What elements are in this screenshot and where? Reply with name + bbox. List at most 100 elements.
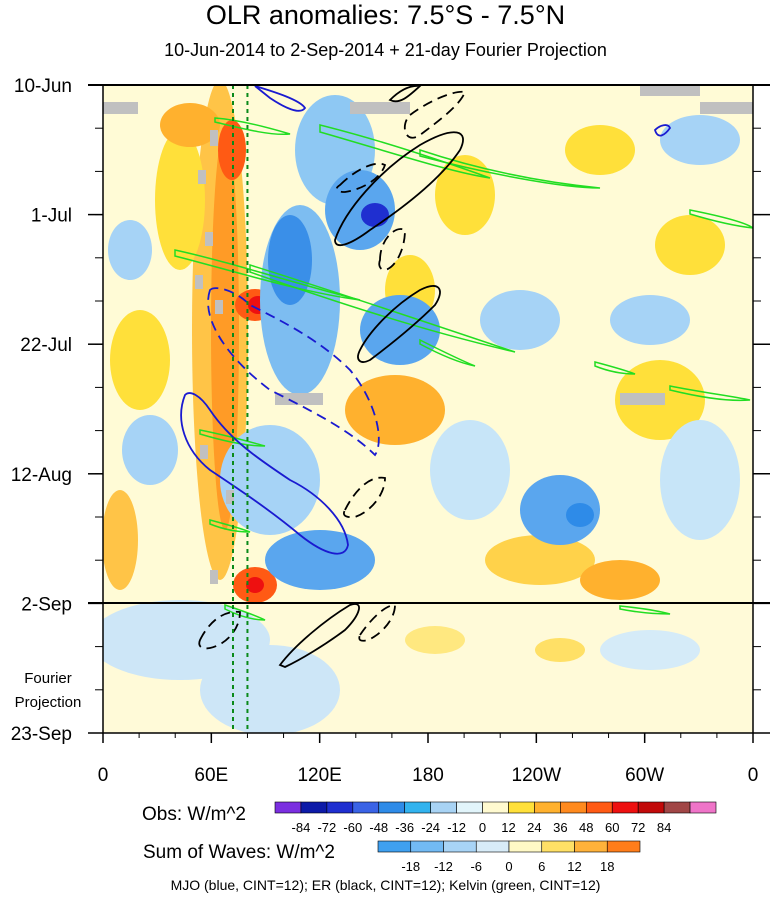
anomaly-patch (480, 290, 560, 350)
y-tick-label: 12-Aug (11, 465, 72, 486)
waves-colorbar-label: Sum of Waves: W/m^2 (143, 842, 335, 863)
obs-colorbar-swatch (534, 801, 561, 814)
y-tick-label: 1-Jul (31, 206, 72, 227)
anomaly-patch (246, 577, 264, 593)
anomaly-patch (325, 170, 395, 250)
er-negative-contours (198, 90, 467, 650)
plot-field (103, 85, 753, 733)
obs-colorbar-swatch (378, 801, 406, 814)
er-contour (198, 610, 241, 650)
obs-colorbar-swatch (560, 801, 587, 814)
anomaly-patch (122, 415, 178, 485)
reference-lines (232, 85, 249, 733)
missing-data-bar (620, 393, 665, 405)
projection-negative-area (200, 645, 340, 733)
er-contour (378, 228, 406, 271)
obs-colorbar-tick: -84 (292, 820, 311, 835)
obs-colorbar-tick: 72 (631, 820, 645, 835)
waves-colorbar: -18 -12 -6 0 6 12 18 (377, 840, 641, 874)
projection-label: Fourier (24, 670, 72, 687)
anomaly-patch (610, 295, 690, 345)
obs-colorbar-swatch (663, 801, 691, 814)
projection-negative-area (600, 630, 700, 670)
mjo-contour (180, 392, 349, 555)
obs-colorbar-swatch (637, 801, 665, 814)
obs-colorbar-swatch (352, 801, 380, 814)
x-tick-label: 60E (194, 765, 228, 786)
obs-colorbar-tick: -12 (447, 820, 466, 835)
waves-colorbar-swatch (377, 840, 412, 853)
obs-colorbar-swatch (300, 801, 328, 814)
missing-data-bar (200, 445, 208, 459)
er-contour (334, 131, 464, 247)
obs-colorbar-swatch (689, 801, 717, 814)
waves-colorbar-tick: -6 (470, 859, 482, 874)
anomaly-patch (660, 420, 740, 540)
missing-data (103, 86, 753, 584)
missing-data-bar (226, 490, 234, 504)
waves-colorbar-tick: 0 (505, 859, 512, 874)
kelvin-contour (214, 117, 291, 136)
waves-colorbar-swatch (475, 840, 510, 853)
obs-colorbar-swatch (274, 801, 302, 814)
missing-data-bar (195, 275, 203, 289)
obs-colorbar-swatch (585, 801, 613, 814)
x-tick-label: 60W (625, 765, 664, 786)
missing-data-bar (103, 102, 138, 114)
obs-colorbar-label: Obs: W/m^2 (142, 804, 246, 825)
er-contour (358, 604, 396, 642)
er-contour (343, 476, 386, 519)
obs-colorbar-tick: 12 (501, 820, 515, 835)
anomaly-patch (520, 475, 600, 545)
obs-colorbar-tick: -48 (369, 820, 388, 835)
waves-colorbar-swatch (606, 840, 641, 853)
anomaly-patch (580, 560, 660, 600)
footer-legend: MJO (blue, CINT=12); ER (black, CINT=12)… (170, 877, 601, 893)
kelvin-contour (319, 124, 491, 179)
kelvin-contour (419, 148, 601, 189)
obs-colorbar-swatch (611, 801, 639, 814)
kelvin-contour (199, 429, 266, 447)
waves-colorbar-swatch (443, 840, 477, 853)
anomaly-patch (660, 115, 740, 165)
anomaly-patch (430, 420, 510, 520)
obs-colorbar-tick: -60 (343, 820, 362, 835)
er-contour (357, 285, 441, 363)
anomaly-patch (155, 130, 205, 270)
obs-colorbar-swatch (482, 801, 509, 814)
anomaly-patch (103, 490, 138, 590)
obs-colorbar-tick: -72 (317, 820, 336, 835)
waves-colorbar-tick: 18 (600, 859, 614, 874)
obs-colorbar-tick: 84 (657, 820, 671, 835)
missing-data-bar (198, 170, 206, 184)
y-tick-label: 22-Jul (20, 335, 72, 356)
missing-data-bar (275, 393, 323, 405)
x-tick-label: 180 (412, 765, 444, 786)
x-tick-label: 0 (748, 765, 759, 786)
waves-colorbar-swatch (508, 840, 543, 853)
kelvin-contour (224, 603, 266, 621)
waves-colorbar-tick: -18 (401, 859, 420, 874)
obs-colorbar-tick: -36 (395, 820, 414, 835)
obs-colorbar-swatch (430, 801, 457, 814)
obs-colorbar-tick: -24 (421, 820, 440, 835)
missing-data-bar (205, 232, 213, 246)
kelvin-contour (249, 263, 516, 353)
anomaly-patch (655, 215, 725, 275)
x-tick-label: 120W (512, 765, 562, 786)
waves-colorbar-swatch (574, 840, 608, 853)
obs-colorbar-tick: 60 (605, 820, 619, 835)
anomaly-patch (345, 375, 445, 445)
waves-colorbar-tick: 12 (567, 859, 581, 874)
y-tick-label: 23-Sep (11, 724, 72, 745)
anomaly-patch (485, 535, 595, 585)
mjo-contours (180, 85, 672, 555)
er-contour (403, 90, 467, 139)
chart-subtitle: 10-Jun-2014 to 2-Sep-2014 + 21-day Fouri… (164, 40, 607, 60)
anomaly-patch (108, 220, 152, 280)
waves-colorbar-swatch (541, 840, 575, 853)
missing-data-bar (640, 86, 700, 96)
er-contour (278, 603, 360, 668)
anomaly-patch (110, 310, 170, 410)
